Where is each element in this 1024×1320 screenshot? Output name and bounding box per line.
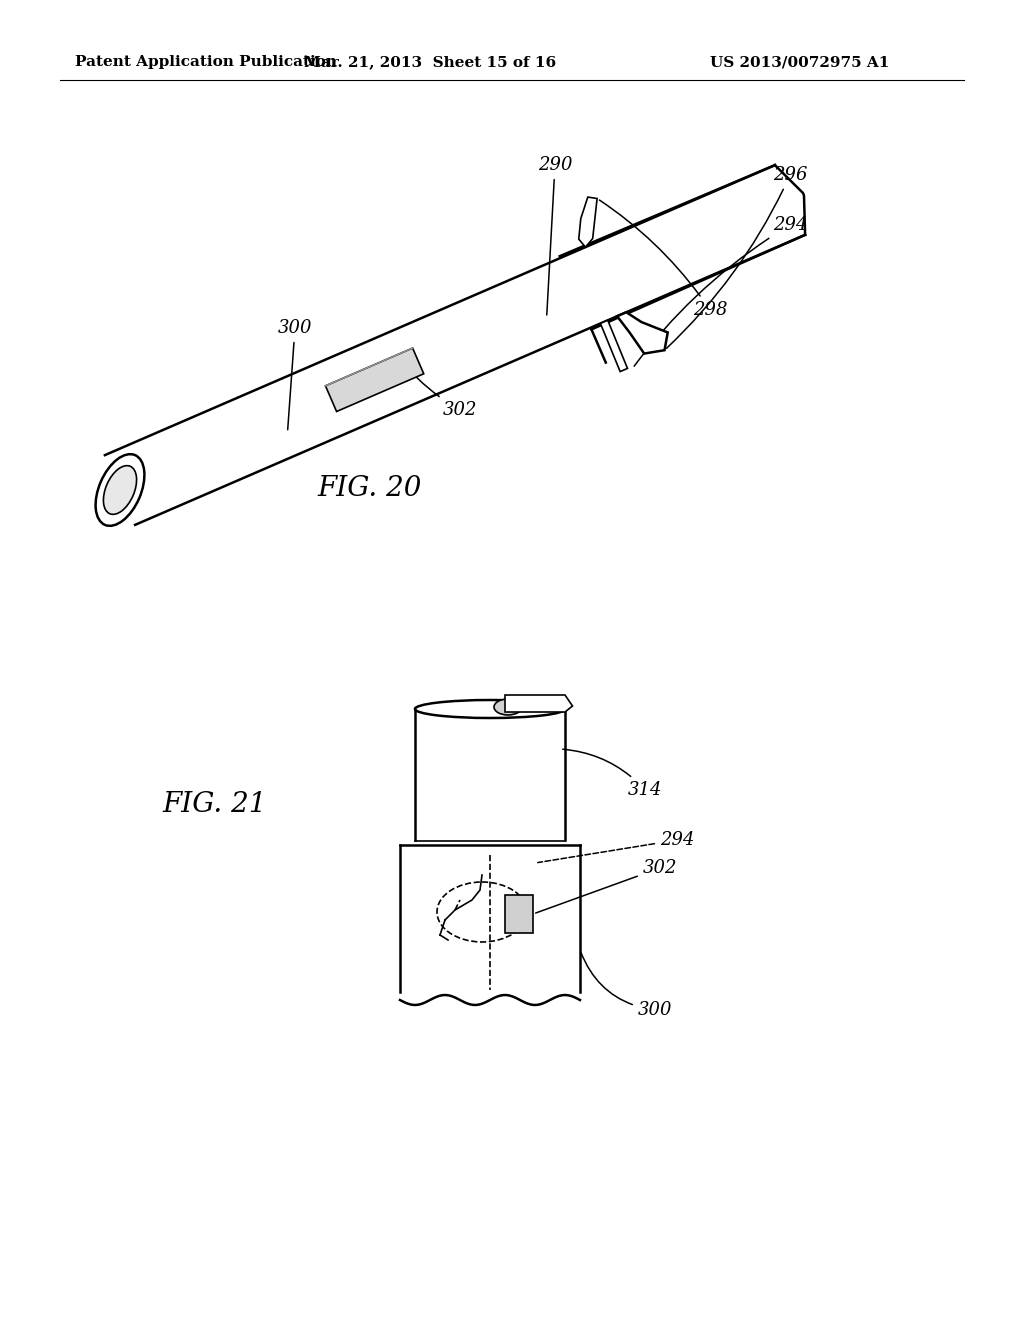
Text: 294: 294 [538,832,694,862]
Ellipse shape [103,466,136,515]
Text: Patent Application Publication: Patent Application Publication [75,55,337,69]
Text: 294: 294 [634,216,807,366]
Ellipse shape [415,700,565,718]
Text: 300: 300 [278,319,312,430]
Polygon shape [400,850,580,995]
Polygon shape [617,313,668,354]
Polygon shape [600,321,628,372]
Text: 296: 296 [667,166,807,348]
Text: FIG. 20: FIG. 20 [317,474,422,502]
Text: 302: 302 [536,859,677,913]
Text: 300: 300 [581,953,672,1019]
Polygon shape [415,700,565,840]
Text: 290: 290 [538,156,572,315]
Text: 314: 314 [563,750,663,799]
Polygon shape [505,696,572,711]
Bar [505,895,534,933]
Ellipse shape [95,454,144,525]
Polygon shape [104,165,805,525]
Polygon shape [579,197,597,247]
Polygon shape [326,348,424,412]
Text: FIG. 21: FIG. 21 [163,792,267,818]
Text: US 2013/0072975 A1: US 2013/0072975 A1 [710,55,890,69]
Text: 302: 302 [398,358,477,418]
Ellipse shape [494,700,522,715]
Text: 298: 298 [599,201,727,319]
Text: Mar. 21, 2013  Sheet 15 of 16: Mar. 21, 2013 Sheet 15 of 16 [304,55,556,69]
